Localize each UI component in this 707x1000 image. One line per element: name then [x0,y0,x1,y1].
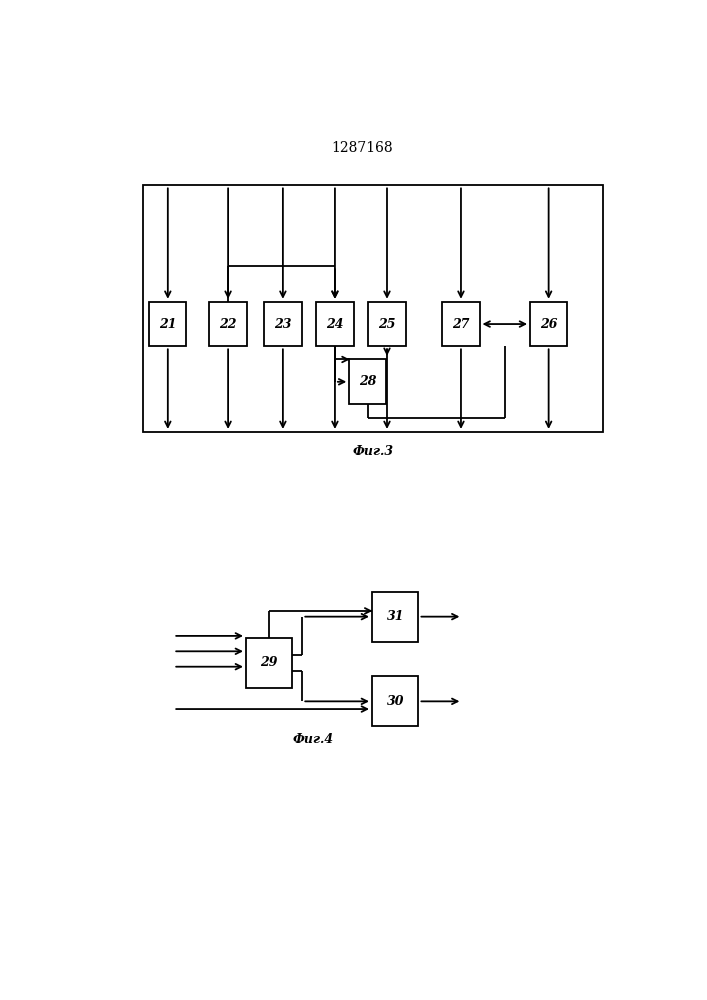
Bar [372,676,419,726]
Bar [372,592,419,642]
Bar [368,302,406,346]
Text: 31: 31 [387,610,404,623]
Bar [144,185,604,432]
Text: 28: 28 [359,375,377,388]
Bar [246,638,293,688]
Text: 27: 27 [452,318,469,331]
Text: 23: 23 [274,318,292,331]
Bar [316,302,354,346]
Bar [149,302,187,346]
Bar [443,302,479,346]
Text: 30: 30 [387,695,404,708]
Text: 25: 25 [378,318,396,331]
Text: 24: 24 [326,318,344,331]
Text: 21: 21 [159,318,177,331]
Bar [209,302,247,346]
Text: Фиг.4: Фиг.4 [293,733,334,746]
Text: 29: 29 [260,656,278,669]
Bar [264,302,301,346]
Bar [349,359,387,404]
Text: 22: 22 [219,318,237,331]
Text: Фиг.3: Фиг.3 [353,445,394,458]
Text: 26: 26 [540,318,557,331]
Bar [530,302,567,346]
Text: 1287168: 1287168 [332,141,393,155]
